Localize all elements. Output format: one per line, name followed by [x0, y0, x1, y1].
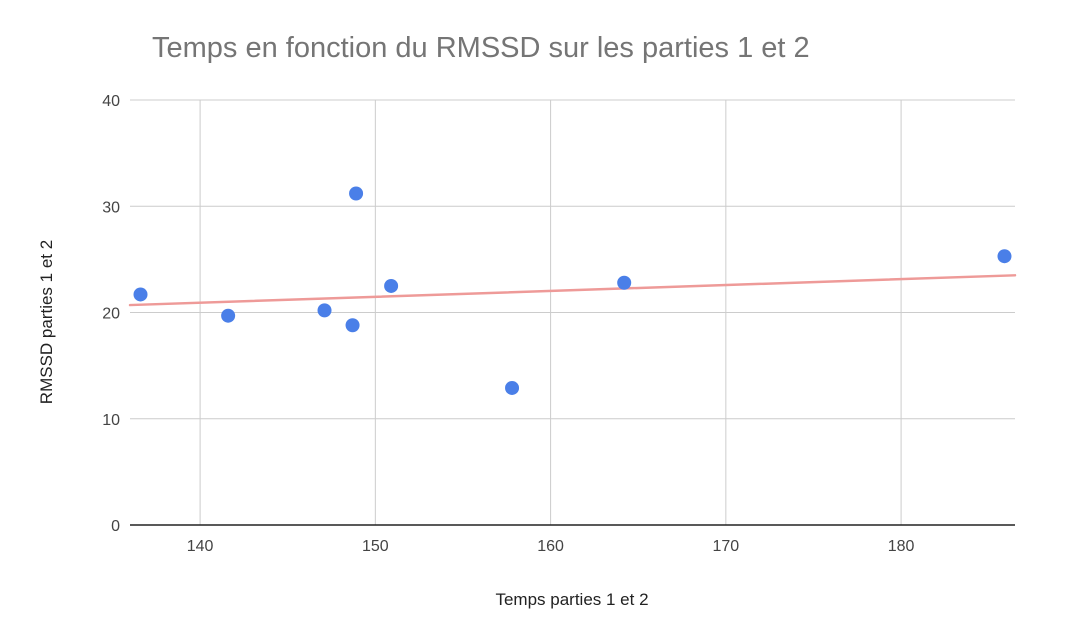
y-tick-label-30: 30: [102, 199, 120, 216]
y-axis-title: RMSSD parties 1 et 2: [37, 240, 56, 404]
grid-lines: [130, 99, 1015, 525]
x-tick-label-160: 160: [537, 538, 564, 555]
y-tick-label-0: 0: [111, 518, 120, 535]
x-tick-label-150: 150: [362, 538, 389, 555]
chart-title: Temps en fonction du RMSSD sur les parti…: [152, 32, 810, 64]
y-tick-label-10: 10: [102, 412, 120, 429]
data-point-0-3: [345, 318, 360, 333]
data-point-0-5: [384, 278, 399, 293]
tick-labels: 0 10 20 30 40 140 150 160 170 180: [102, 93, 914, 555]
trendline: [128, 274, 1017, 307]
x-tick-label-180: 180: [888, 538, 915, 555]
data-point-0-6: [505, 380, 520, 395]
data-point-0-8: [997, 249, 1012, 264]
x-tick-label-140: 140: [187, 538, 214, 555]
data-point-0-7: [617, 275, 632, 290]
data-points: [133, 186, 1012, 395]
y-tick-label-20: 20: [102, 306, 120, 323]
x-axis-title: Temps parties 1 et 2: [495, 590, 648, 609]
y-tick-label-40: 40: [102, 93, 120, 110]
data-point-0-0: [133, 287, 148, 302]
x-tick-label-170: 170: [712, 538, 739, 555]
data-point-0-4: [349, 186, 364, 201]
data-point-0-1: [221, 308, 236, 323]
trendline-layer: [128, 274, 1017, 307]
data-point-0-2: [317, 303, 332, 318]
